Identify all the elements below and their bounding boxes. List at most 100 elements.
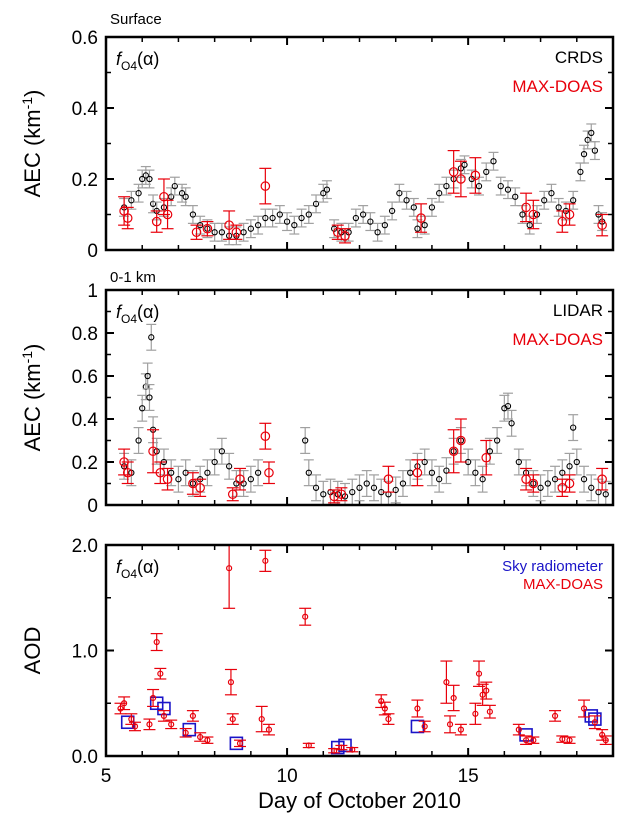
data-point — [577, 168, 584, 176]
data-point — [481, 452, 492, 463]
data-point — [521, 202, 531, 213]
data-point — [149, 200, 157, 207]
data-point — [151, 216, 162, 227]
data-point — [414, 225, 421, 232]
data-point — [131, 723, 139, 730]
data-point — [383, 474, 394, 484]
data-point — [410, 719, 425, 734]
data-point — [218, 229, 226, 236]
data-point — [135, 190, 142, 197]
data-point — [530, 737, 537, 744]
data-point — [486, 448, 494, 455]
data-point — [235, 474, 245, 484]
data-point — [189, 712, 197, 720]
y-tick-label: 0.6 — [72, 367, 98, 388]
data-point — [269, 214, 276, 222]
data-point — [602, 737, 609, 744]
legend: LIDAR MAX-DOAS — [512, 301, 603, 349]
data-point — [227, 489, 238, 500]
data-point — [483, 687, 490, 694]
data-point — [559, 736, 566, 743]
data-point — [283, 218, 291, 225]
data-point — [475, 182, 483, 190]
data-point — [392, 486, 399, 494]
data-point — [504, 402, 512, 410]
data-point — [512, 193, 519, 200]
data-point — [548, 190, 555, 197]
data-point — [470, 170, 481, 181]
data-point — [329, 491, 339, 502]
panel-title: 0-1 km — [110, 269, 156, 286]
data-point — [493, 437, 501, 444]
data-point — [551, 712, 559, 720]
y-axis-title: AOD — [20, 627, 45, 675]
data-point — [584, 136, 591, 144]
data-point — [312, 200, 320, 207]
data-point — [448, 446, 459, 457]
data-point — [580, 150, 588, 158]
y-tick-label: 0.8 — [72, 324, 98, 345]
data-point — [159, 191, 169, 202]
data-point — [528, 209, 539, 220]
y-tick-label: 0.2 — [72, 170, 98, 191]
data-point — [182, 193, 189, 200]
y-tick-label: 0.0 — [72, 747, 98, 768]
data-point — [570, 197, 577, 204]
x-tick-label: 10 — [277, 766, 298, 787]
data-point — [135, 437, 142, 444]
data-point — [331, 747, 338, 754]
data-point — [396, 190, 403, 197]
x-tick-label: 5 — [101, 766, 112, 787]
plot-frame — [104, 543, 615, 758]
data-point — [139, 405, 146, 412]
data-point — [399, 480, 407, 487]
data-point — [515, 726, 522, 733]
data-point — [602, 491, 609, 498]
data-point — [508, 420, 515, 427]
data-point — [490, 158, 497, 165]
data-point — [121, 700, 128, 707]
legend-entry: MAX-DOAS — [523, 576, 603, 593]
data-point — [483, 168, 490, 176]
data-point — [195, 482, 205, 493]
series-max-doas — [114, 544, 612, 754]
x-tick-label: 15 — [458, 766, 479, 787]
data-point — [144, 372, 151, 380]
y-tick-label: 0.4 — [72, 99, 99, 120]
data-point — [349, 746, 356, 753]
data-point — [378, 698, 385, 705]
data-point — [443, 182, 450, 190]
data-point — [436, 476, 443, 483]
data-point — [122, 467, 133, 478]
data-point — [504, 186, 512, 193]
data-point — [497, 182, 504, 190]
data-point — [475, 670, 483, 677]
y-tick-label: 0.6 — [72, 28, 98, 49]
plot-frame — [104, 288, 615, 507]
data-point — [580, 476, 588, 483]
data-point — [588, 484, 595, 491]
data-point — [588, 129, 595, 136]
data-point — [381, 705, 388, 712]
data-point — [367, 218, 374, 225]
data-point — [479, 476, 486, 483]
data-point — [262, 214, 269, 222]
data-point — [421, 723, 428, 730]
data-point — [204, 737, 211, 744]
series-crds — [119, 123, 608, 246]
data-point — [555, 204, 562, 211]
data-point — [182, 729, 189, 736]
data-point — [421, 458, 428, 466]
data-point — [410, 204, 417, 211]
data-point — [264, 467, 274, 478]
data-point — [146, 175, 153, 183]
data-point — [227, 679, 235, 686]
data-point — [450, 694, 457, 702]
data-point — [456, 174, 466, 184]
data-point — [479, 691, 486, 698]
data-point — [168, 721, 175, 728]
fo4-alpha-annotation: fO4(α) — [116, 49, 159, 73]
